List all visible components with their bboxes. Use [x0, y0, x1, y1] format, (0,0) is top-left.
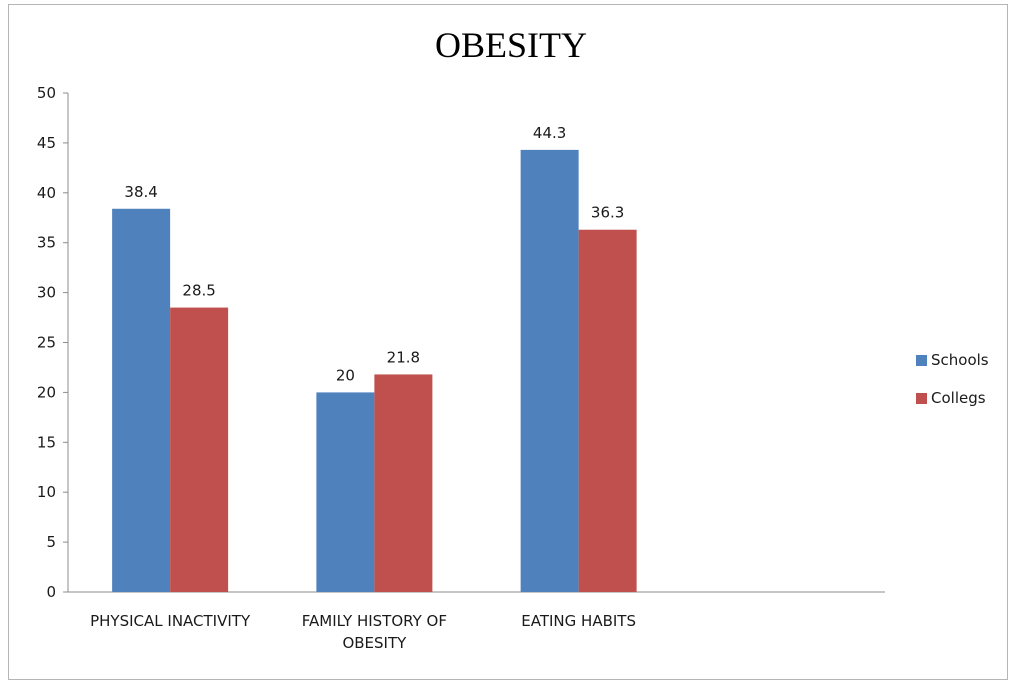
y-tick-label: 45 — [37, 134, 56, 152]
x-category-label: EATING HABITS — [521, 612, 636, 630]
chart-bars — [112, 149, 637, 593]
chart-legend: Schools Collegs — [916, 351, 989, 407]
bar-schools — [316, 392, 375, 592]
bar-collegs — [170, 307, 229, 592]
data-label: 38.4 — [124, 183, 157, 201]
x-category-label-line: EATING HABITS — [521, 612, 636, 630]
legend-label: Schools — [931, 351, 989, 369]
x-category-label: PHYSICAL INACTIVITY — [90, 612, 251, 630]
legend-swatch-schools — [916, 355, 927, 366]
x-category-label-line: OBESITY — [342, 634, 407, 652]
y-tick-label: 40 — [37, 184, 56, 202]
y-tick-label: 0 — [46, 583, 56, 601]
bar-collegs — [578, 229, 637, 592]
data-label: 21.8 — [387, 348, 420, 366]
y-tick-label: 25 — [37, 334, 56, 352]
x-category-label-line: PHYSICAL INACTIVITY — [90, 612, 251, 630]
bar-schools — [112, 208, 171, 592]
legend-label: Collegs — [931, 389, 986, 407]
y-tick-label: 15 — [37, 433, 56, 451]
chart-title: OBESITY — [435, 25, 587, 65]
data-label: 20 — [336, 366, 355, 384]
data-label: 36.3 — [591, 204, 624, 222]
chart-data-labels: 38.4 28.5 20 21.8 44.3 36.3 — [124, 124, 624, 385]
y-tick-label: 10 — [37, 483, 56, 501]
data-label: 44.3 — [533, 124, 566, 142]
bar-collegs — [374, 374, 433, 592]
y-tick-label: 35 — [37, 234, 56, 252]
y-tick-label: 5 — [46, 533, 56, 551]
x-category-label: FAMILY HISTORY OF OBESITY — [302, 612, 447, 652]
y-tick-label: 30 — [37, 284, 56, 302]
x-category-label-line: FAMILY HISTORY OF — [302, 612, 447, 630]
data-label: 28.5 — [182, 282, 215, 300]
y-tick-label: 50 — [37, 84, 56, 102]
bar-schools — [520, 149, 579, 593]
y-tick-label: 20 — [37, 383, 56, 401]
legend-swatch-collegs — [916, 393, 927, 404]
